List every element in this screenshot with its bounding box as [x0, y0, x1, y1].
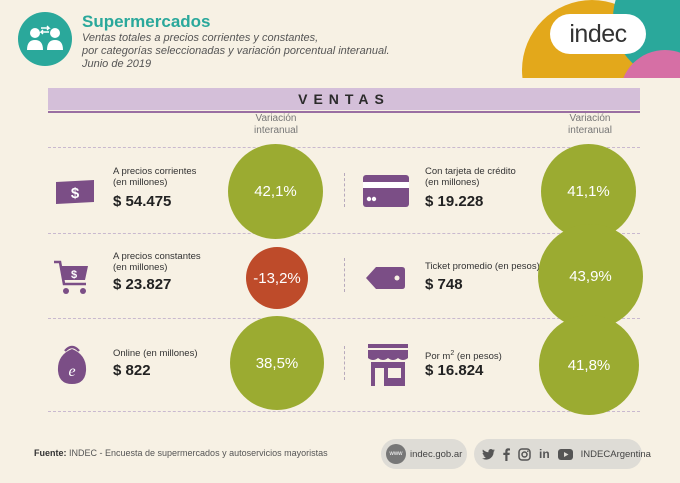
source-note: Fuente: INDEC - Encuesta de supermercado… — [34, 448, 328, 458]
column-separator — [344, 258, 345, 292]
credit-card-icon — [362, 174, 410, 208]
item-label: A precios constantes (en millones) — [113, 251, 201, 273]
social-handle: INDECArgentina — [580, 448, 651, 460]
indec-logo: indec — [550, 14, 646, 54]
variation-circle: 42,1% — [228, 144, 323, 239]
item-label: A precios corrientes (en millones) — [113, 166, 197, 188]
column-separator — [344, 346, 345, 380]
section-title: VENTAS — [48, 88, 640, 110]
twitter-icon[interactable] — [482, 448, 495, 460]
item-value: $ 23.827 — [113, 276, 172, 293]
website-link[interactable]: www indec.gob.ar — [381, 439, 467, 469]
item-value: $ 19.228 — [425, 193, 484, 210]
item-value: $ 16.824 — [425, 362, 484, 379]
row-separator — [48, 411, 640, 412]
item-label: Con tarjeta de crédito (en millones) — [425, 166, 516, 188]
row-separator — [48, 318, 640, 319]
variation-circle: 43,9% — [538, 224, 643, 329]
row-separator — [48, 147, 640, 148]
page-subtitle: Ventas totales a precios corrientes y co… — [82, 32, 390, 70]
item-label: Online (en millones) — [113, 348, 198, 359]
shopping-cart-icon: $ — [52, 258, 92, 298]
item-label: Por m2 (en pesos) — [425, 350, 502, 363]
social-links[interactable]: in INDECArgentina — [474, 439, 651, 469]
facebook-icon[interactable] — [503, 447, 510, 461]
svg-text:e: e — [68, 363, 75, 380]
supermarket-exchange-icon — [18, 12, 72, 66]
youtube-icon[interactable] — [557, 448, 573, 460]
item-value: $ 54.475 — [113, 193, 172, 210]
column-separator — [344, 173, 345, 207]
item-value: $ 822 — [113, 362, 151, 379]
variation-header-right: Variación interanual — [568, 113, 612, 136]
variation-circle: 38,5% — [230, 316, 324, 410]
linkedin-icon[interactable]: in — [539, 447, 550, 461]
section-underline — [48, 111, 640, 113]
variation-circle: -13,2% — [246, 247, 308, 309]
www-icon: www — [386, 444, 406, 464]
variation-circle: 41,1% — [541, 144, 636, 239]
online-bag-icon: e — [55, 343, 89, 385]
svg-text:$: $ — [71, 269, 77, 281]
item-label: Ticket promedio (en pesos) — [425, 261, 540, 272]
item-value: $ 748 — [425, 276, 463, 293]
price-tag-icon — [364, 264, 406, 292]
instagram-icon[interactable] — [518, 447, 531, 461]
page-title: Supermercados — [82, 12, 211, 31]
svg-text:$: $ — [71, 185, 80, 202]
row-separator — [48, 233, 640, 234]
variation-circle: 41,8% — [539, 315, 639, 415]
variation-header-left: Variación interanual — [254, 113, 298, 136]
store-icon — [366, 342, 410, 388]
money-bill-icon: $ — [54, 177, 96, 207]
